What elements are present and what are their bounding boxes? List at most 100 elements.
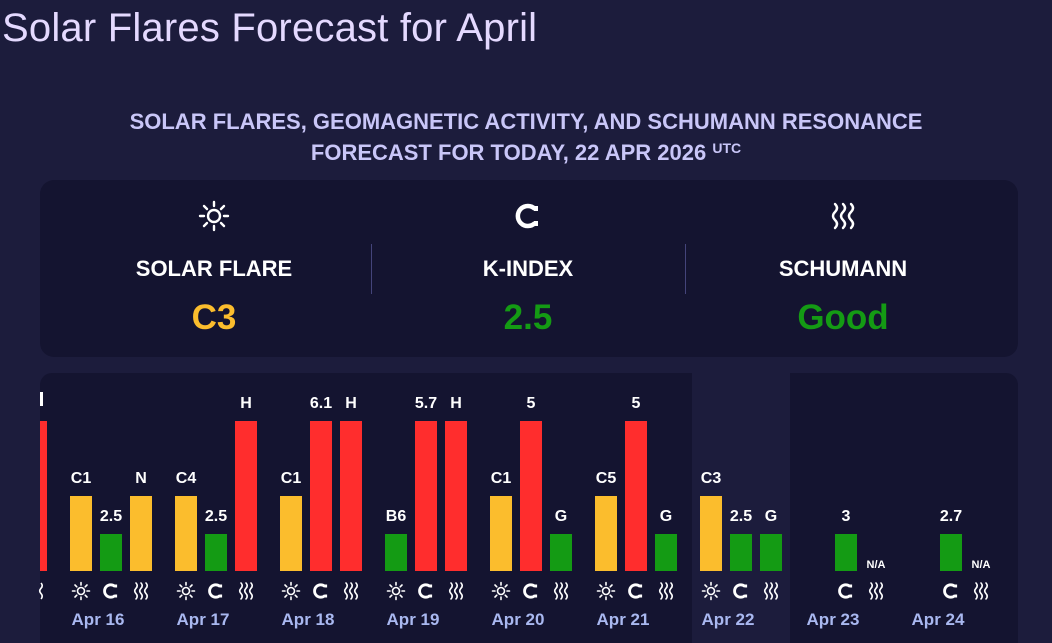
- forecast-chart-panel-future: [790, 373, 1018, 643]
- waves-icon: [448, 582, 464, 600]
- bar: [595, 496, 617, 571]
- divider: [371, 244, 372, 294]
- day-group: C5 5 G Apr 21: [595, 395, 677, 629]
- heading-line-1: SOLAR FLARES, GEOMAGNETIC ACTIVITY, AND …: [129, 109, 923, 134]
- magnet-icon: [418, 583, 433, 599]
- bar: [310, 421, 332, 571]
- bar: [415, 421, 437, 571]
- bar-label: C1: [281, 470, 302, 487]
- bar-label: N/A: [867, 559, 886, 571]
- day-label: Apr 22: [702, 610, 755, 629]
- bar: [175, 496, 197, 571]
- waves-icon: [658, 582, 674, 600]
- bar-label: 2.5: [205, 508, 227, 525]
- bar-label: 2.7: [940, 508, 962, 525]
- magnet-icon: [733, 583, 748, 599]
- magnet-icon: [943, 583, 958, 599]
- magnet-icon: [372, 200, 684, 232]
- forecast-heading: SOLAR FLARES, GEOMAGNETIC ACTIVITY, AND …: [0, 106, 1052, 168]
- sun-icon: [491, 581, 511, 601]
- day-group: C1 2.5 N Apr 16: [70, 470, 152, 629]
- sun-icon: [71, 581, 91, 601]
- bar-label: 5.7: [415, 395, 437, 412]
- day-label: Apr 19: [387, 610, 440, 629]
- waves-icon: [343, 582, 359, 600]
- bar-label: G: [765, 508, 777, 525]
- bar-label: 2.5: [730, 508, 752, 525]
- bar-label: 6.1: [310, 395, 332, 412]
- bar-label: 5: [632, 395, 641, 412]
- bar-label: H: [345, 395, 357, 412]
- bar: [700, 496, 722, 571]
- k-index-summary: K-INDEX 2.5: [372, 180, 684, 357]
- bar-label: C5: [596, 470, 617, 487]
- bar: [280, 496, 302, 571]
- page-title: Solar Flares Forecast for April: [2, 6, 538, 50]
- waves-icon: [553, 582, 569, 600]
- bar: [340, 421, 362, 571]
- sun-icon: [386, 581, 406, 601]
- day-group: 2.7 N/A Apr 24: [912, 508, 991, 629]
- waves-icon: [868, 582, 884, 600]
- schumann-summary: SCHUMANN Good: [686, 180, 1000, 357]
- day-group: 3 N/A Apr 23: [807, 508, 886, 629]
- waves-icon: [133, 582, 149, 600]
- bar-label: H: [240, 395, 252, 412]
- day-group: C3 2.5 G Apr 22: [700, 470, 782, 629]
- bar: [385, 534, 407, 571]
- solar-flare-value: C3: [191, 298, 237, 337]
- schumann-label: SCHUMANN: [778, 256, 908, 281]
- schumann-value: Good: [797, 298, 889, 337]
- bar-label: C1: [491, 470, 512, 487]
- day-label: Apr 18: [282, 610, 335, 629]
- day-group: C1 6.1 H Apr 18: [280, 395, 362, 629]
- sun-icon: [701, 581, 721, 601]
- bar-label: C1: [71, 470, 92, 487]
- bar: [70, 496, 92, 571]
- bar: [625, 421, 647, 571]
- bar-label: C3: [701, 470, 722, 487]
- day-label: Apr 21: [597, 610, 650, 629]
- day-label: Apr 23: [807, 610, 860, 629]
- waves-icon: [686, 200, 1000, 232]
- waves-icon: [973, 582, 989, 600]
- sun-icon: [176, 581, 196, 601]
- day-label: Apr 20: [492, 610, 545, 629]
- bar-label: 3: [842, 508, 851, 525]
- magnet-icon: [103, 583, 118, 599]
- bar: [490, 496, 512, 571]
- bar: [940, 534, 962, 571]
- k-index-label: K-INDEX: [482, 256, 574, 281]
- day-label: Apr 17: [177, 610, 230, 629]
- bar: [520, 421, 542, 571]
- bar: [550, 534, 572, 571]
- utc-label: UTC: [712, 140, 742, 156]
- bar: [235, 421, 257, 571]
- previous-day-remnant: [38, 392, 47, 600]
- magnet-icon: [838, 583, 853, 599]
- bar-label: N: [135, 470, 147, 487]
- magnet-icon: [628, 583, 643, 599]
- bar-label: H: [450, 395, 462, 412]
- bar: [760, 534, 782, 571]
- waves-icon: [38, 582, 44, 600]
- bar-label: 2.5: [100, 508, 122, 525]
- day-group: C4 2.5 H Apr 17: [175, 395, 257, 629]
- day-label: Apr 24: [912, 610, 965, 629]
- k-index-value: 2.5: [503, 298, 553, 337]
- waves-icon: [238, 582, 254, 600]
- day-group: B6 5.7 H Apr 19: [385, 395, 467, 629]
- waves-icon: [763, 582, 779, 600]
- bar: [445, 421, 467, 571]
- day-group: C1 5 G Apr 20: [490, 395, 572, 629]
- magnet-icon: [313, 583, 328, 599]
- heading-line-2: FORECAST FOR TODAY, 22 APR 2026 UTC: [310, 140, 742, 165]
- solar-flare-label: SOLAR FLARE: [135, 256, 293, 281]
- day-label: Apr 16: [72, 610, 125, 629]
- sun-icon: [58, 200, 370, 232]
- bar: [730, 534, 752, 571]
- bar-label: 5: [527, 395, 536, 412]
- bar-label: G: [660, 508, 672, 525]
- bar-label: N/A: [972, 559, 991, 571]
